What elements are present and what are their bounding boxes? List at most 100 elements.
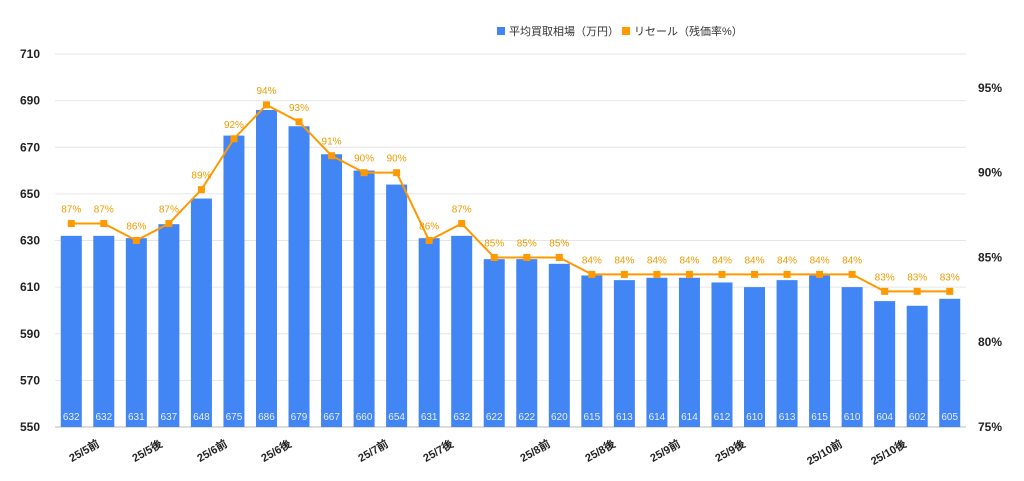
bar	[678, 277, 700, 427]
right-tick-label: 95%	[978, 81, 1002, 95]
bar-data-label: 632	[63, 412, 80, 423]
bar	[776, 280, 798, 427]
right-tick-label: 85%	[978, 250, 1002, 264]
bar-data-label: 632	[95, 412, 112, 423]
bar	[353, 170, 375, 427]
line-point	[848, 270, 856, 278]
line-data-label: 94%	[256, 86, 276, 97]
line-data-label: 86%	[419, 222, 439, 233]
bar-data-label: 667	[323, 412, 340, 423]
bar	[451, 235, 473, 427]
bar-data-label: 610	[844, 412, 861, 423]
bar-data-label: 614	[649, 412, 666, 423]
line-data-label: 89%	[191, 171, 211, 182]
bar-data-label: 622	[518, 412, 535, 423]
line-data-label: 85%	[549, 238, 569, 249]
line-point	[360, 169, 368, 177]
bar	[93, 235, 115, 427]
line-point	[328, 152, 336, 160]
bar-data-label: 620	[551, 412, 568, 423]
left-tick-label: 630	[20, 234, 40, 248]
bar	[190, 198, 212, 427]
x-tick-label: 25/6後	[258, 436, 294, 465]
line-data-label: 84%	[712, 255, 732, 266]
line-data-label: 93%	[289, 103, 309, 114]
line-data-label: 91%	[322, 137, 342, 148]
line-series: 87% 87% 86% 87% 89% 92% 94% 93% 91% 90% 90% 86% 87% 8…	[61, 86, 960, 295]
line-point	[67, 220, 75, 228]
line-data-label: 87%	[159, 205, 179, 216]
bar-data-label: 660	[356, 412, 373, 423]
bar-data-label: 686	[258, 412, 275, 423]
line-data-label: 90%	[387, 154, 407, 165]
bar-data-label: 615	[811, 412, 828, 423]
x-tick-label: 25/8前	[517, 436, 552, 464]
x-tick-label: 25/5前	[66, 436, 101, 464]
bar-data-label: 637	[161, 412, 178, 423]
line-data-label: 87%	[452, 205, 472, 216]
legend-swatch-line	[622, 27, 630, 35]
left-tick-label: 570	[20, 373, 40, 387]
x-tick-label: 25/5後	[129, 436, 165, 465]
right-tick-label: 75%	[978, 420, 1002, 434]
line-point	[393, 169, 401, 177]
line-point	[881, 287, 889, 295]
line-data-label: 84%	[810, 255, 830, 266]
bar	[321, 154, 343, 427]
bar-data-label: 654	[388, 412, 405, 423]
bar	[548, 263, 570, 427]
legend-label-line: リセール（残価率%）	[634, 24, 743, 38]
line-point	[262, 101, 270, 109]
line-data-label: 84%	[777, 255, 797, 266]
bar	[646, 277, 668, 427]
line-point	[718, 270, 726, 278]
left-tick-label: 710	[20, 47, 40, 61]
line-data-label: 87%	[94, 205, 114, 216]
line-point	[295, 118, 303, 126]
line-point	[230, 135, 238, 143]
bar-data-label: 614	[681, 412, 698, 423]
right-tick-label: 90%	[978, 166, 1002, 180]
line-point	[490, 253, 498, 261]
bar	[483, 259, 505, 427]
bar	[288, 126, 310, 428]
bar	[418, 238, 440, 427]
line-point	[946, 287, 954, 295]
line-point	[458, 220, 466, 228]
line-point	[816, 270, 824, 278]
x-tick-label: 25/7後	[420, 436, 456, 465]
right-tick-label: 80%	[978, 335, 1002, 349]
bar-data-label: 615	[583, 412, 600, 423]
bar	[125, 238, 147, 427]
line-point	[685, 270, 693, 278]
x-tick-label: 25/10前	[804, 436, 844, 467]
x-tick-label: 25/9後	[712, 436, 748, 465]
line-data-label: 90%	[354, 154, 374, 165]
bar-data-label: 613	[779, 412, 796, 423]
legend: 平均買取相場（万円） リセール（残価率%）	[497, 24, 743, 38]
line-point	[913, 287, 921, 295]
line-data-label: 84%	[745, 255, 765, 266]
x-tick-label: 25/8後	[582, 436, 618, 465]
line-data-label: 84%	[582, 255, 602, 266]
bar-data-label: 632	[453, 412, 470, 423]
bar-data-label: 602	[909, 412, 926, 423]
line-data-label: 83%	[875, 272, 895, 283]
bar-data-label: 605	[941, 412, 958, 423]
bar	[744, 287, 766, 427]
bar	[386, 184, 408, 427]
line-data-label: 86%	[126, 222, 146, 233]
bar-data-label: 631	[421, 412, 438, 423]
bar-series: 632 632 631 637 648 675 686 679 667 660 654 631 632 6…	[60, 109, 961, 428]
bar-data-label: 648	[193, 412, 210, 423]
legend-swatch-bar	[497, 27, 505, 35]
left-tick-label: 550	[20, 420, 40, 434]
line-data-label: 85%	[484, 238, 504, 249]
left-tick-label: 650	[20, 187, 40, 201]
bar	[516, 259, 538, 427]
line-data-label: 83%	[907, 272, 927, 283]
bar-data-label: 604	[876, 412, 893, 423]
line-point	[555, 253, 563, 261]
bar	[613, 280, 635, 427]
